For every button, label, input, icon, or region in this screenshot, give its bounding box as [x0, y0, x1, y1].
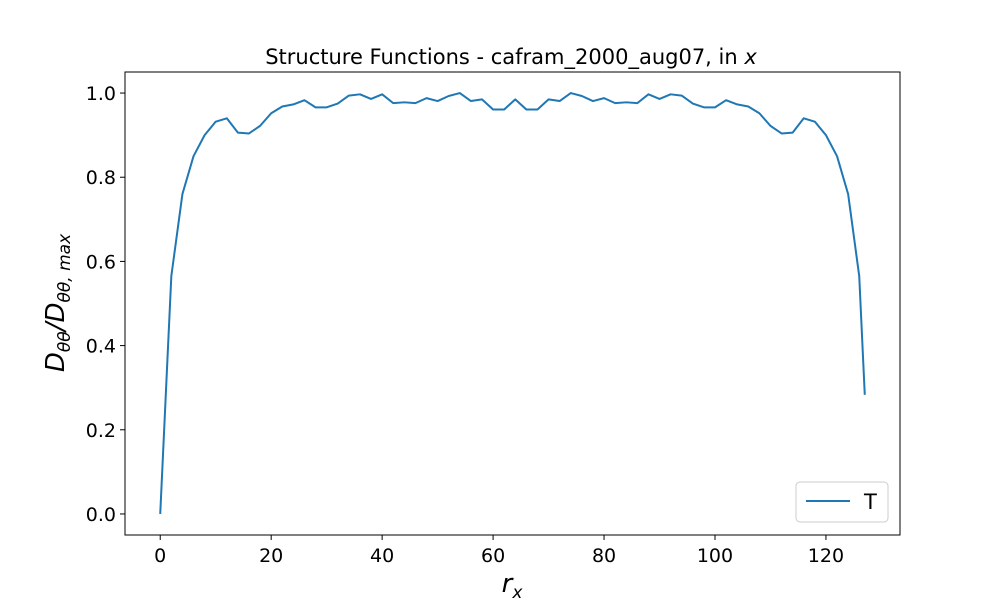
y-tick-label: 0.0 — [86, 504, 116, 526]
x-tick-label: 120 — [808, 545, 844, 567]
y-tick-label: 1.0 — [86, 83, 116, 105]
x-tick-label: 20 — [259, 545, 283, 567]
legend: T — [795, 481, 889, 523]
plot-area — [124, 71, 901, 536]
x-tick-label: 0 — [154, 545, 166, 567]
chart-title: Structure Functions - cafram_2000_aug07,… — [265, 45, 757, 70]
y-axis-ticks: 0.0 0.2 0.4 0.6 0.8 1.0 — [86, 83, 125, 526]
y-tick-label: 0.2 — [86, 420, 116, 442]
y-tick-label: 0.6 — [86, 251, 116, 273]
series-line-t — [159, 92, 866, 514]
x-tick-label: 60 — [481, 545, 505, 567]
x-tick-label: 80 — [592, 545, 616, 567]
x-tick-label: 100 — [697, 545, 733, 567]
y-axis-label: Dθθ/Dθθ, max — [41, 233, 75, 372]
x-tick-label: 40 — [370, 545, 394, 567]
y-tick-label: 0.4 — [86, 336, 116, 358]
x-axis-ticks: 0 20 40 60 80 100 120 — [154, 535, 844, 567]
legend-label-t: T — [863, 490, 877, 514]
x-axis-label: rx — [502, 569, 524, 600]
series-layer — [159, 92, 866, 514]
y-tick-label: 0.8 — [86, 167, 116, 189]
